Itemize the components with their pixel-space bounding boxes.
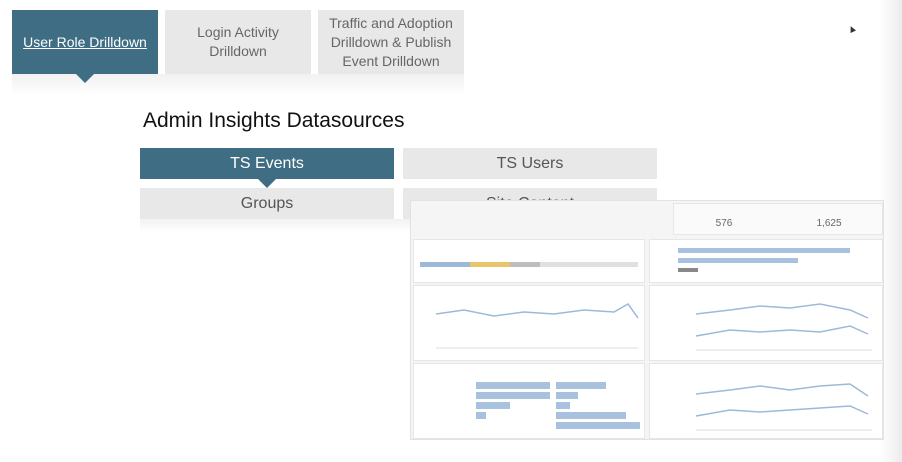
thumb-bar	[678, 258, 798, 263]
thumb-bar	[678, 268, 698, 272]
thumb-bar	[476, 392, 550, 399]
tab-user-role-drilldown[interactable]: User Role Drilldown	[12, 10, 158, 74]
thumb-line-chart	[695, 383, 872, 431]
datasource-label: TS Events	[230, 154, 304, 172]
stack-segment	[420, 262, 470, 267]
edge-shade	[880, 0, 902, 462]
active-tab-pointer	[76, 74, 94, 83]
thumb-line-chart	[695, 303, 872, 351]
thumb-panel	[649, 239, 883, 283]
tab-login-activity-drilldown[interactable]: Login Activity Drilldown	[165, 10, 311, 74]
datasource-label: TS Users	[496, 154, 564, 172]
stack-segment	[470, 262, 510, 267]
tab-strip-shadow	[12, 74, 464, 96]
datasource-ts-users[interactable]: TS Users	[403, 148, 657, 179]
tab-label: User Role Drilldown	[23, 33, 147, 50]
thumb-bar	[556, 392, 578, 399]
thumb-panel	[649, 363, 883, 439]
section-title: Admin Insights Datasources	[143, 109, 405, 132]
tab-label: Login Activity Drilldown	[197, 24, 279, 59]
active-datasource-pointer	[258, 179, 276, 188]
dashboard-thumbnail: 576 1,625	[410, 200, 884, 440]
thumb-bar	[556, 382, 606, 389]
stack-segment	[510, 262, 540, 267]
thumb-bar	[476, 402, 510, 409]
thumb-bar	[556, 422, 640, 429]
thumb-bar	[476, 412, 486, 419]
thumb-panel	[413, 239, 645, 283]
stack-segment	[540, 262, 638, 267]
thumb-bar	[556, 402, 570, 409]
thumb-panel	[413, 363, 645, 439]
thumb-line-chart	[435, 303, 639, 349]
kpi-value: 576	[715, 218, 733, 229]
datasource-ts-events[interactable]: TS Events	[140, 148, 394, 179]
datasource-label: Groups	[240, 194, 294, 212]
thumb-panel	[413, 285, 645, 361]
thumb-panel	[649, 285, 883, 361]
thumb-bar	[476, 382, 550, 389]
mouse-cursor	[848, 25, 856, 33]
tab-traffic-adoption-drilldown[interactable]: Traffic and Adoption Drilldown & Publish…	[318, 10, 464, 74]
kpi-header: 576 1,625	[673, 203, 883, 235]
datasource-groups[interactable]: Groups	[140, 188, 394, 219]
kpi-value: 1,625	[816, 218, 842, 229]
tab-label: Traffic and Adoption Drilldown & Publish…	[329, 14, 453, 69]
thumb-bar	[556, 412, 626, 419]
thumb-bar	[678, 248, 850, 253]
